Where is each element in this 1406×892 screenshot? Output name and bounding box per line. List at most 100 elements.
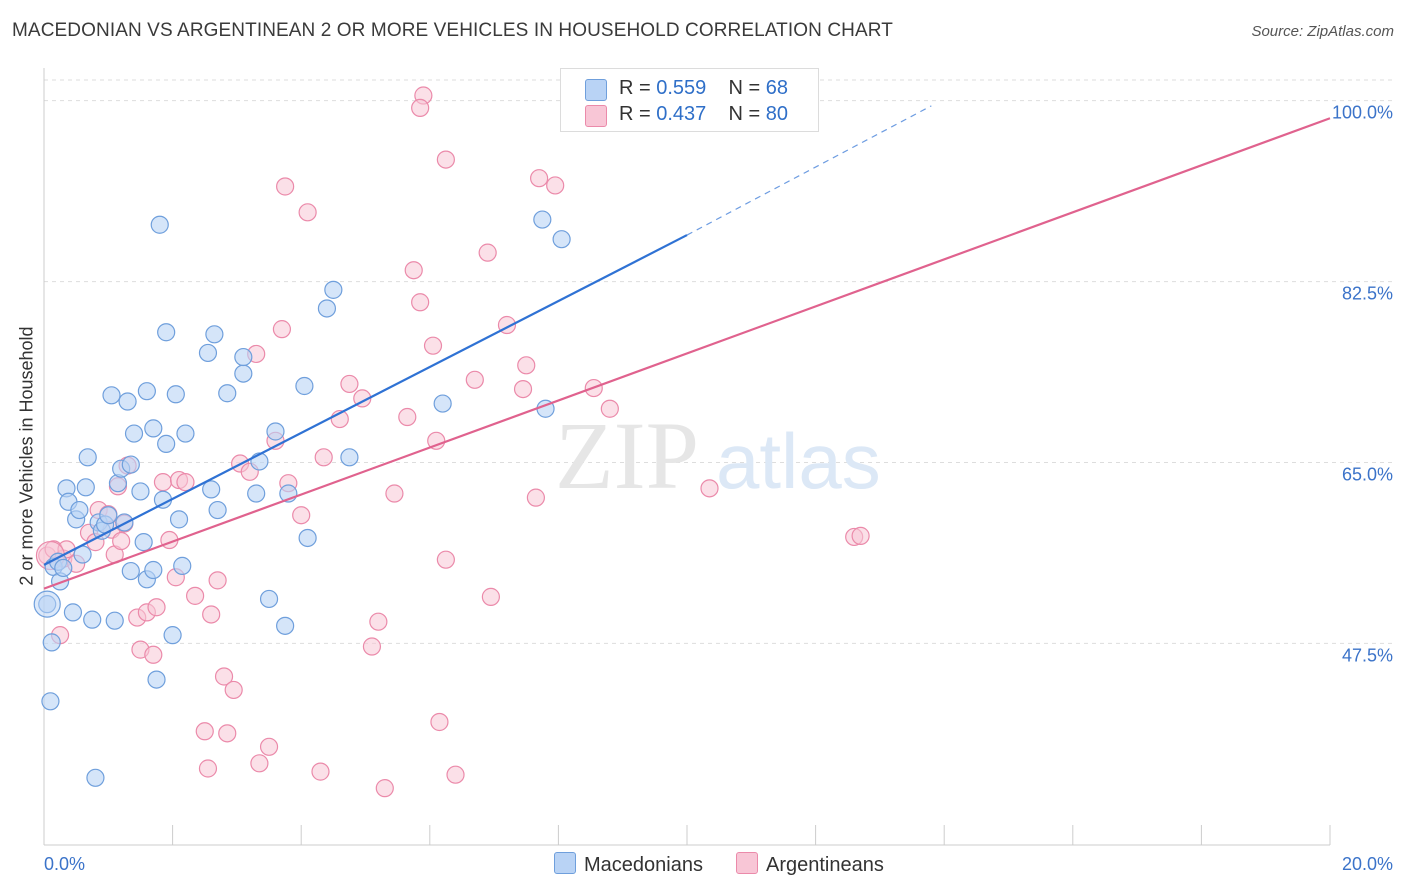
x-tick-label: 0.0% <box>44 854 85 874</box>
argentinean-point <box>298 203 317 222</box>
watermark: ZIP atlas <box>555 402 881 509</box>
argentinean-point <box>398 407 417 427</box>
argentinean-point <box>600 399 619 418</box>
argentinean-point <box>250 754 269 773</box>
trend-lines <box>43 105 1331 590</box>
argentinean-point <box>375 779 394 798</box>
argentinean-r-value: 0.437 <box>656 103 707 125</box>
macedonian-point <box>295 376 314 396</box>
argentinean-swatch <box>585 105 607 127</box>
macedonian-point <box>247 484 266 503</box>
macedonian-point <box>259 589 279 609</box>
argentinean-point <box>411 98 430 118</box>
watermark-atlas: atlas <box>716 417 881 505</box>
macedonian-point <box>173 556 192 575</box>
legend-label-argentineans: Argentineans <box>766 854 884 876</box>
macedonian-point <box>157 434 176 453</box>
y-tick-label: 100.0% <box>1332 103 1393 123</box>
argentinean-point <box>198 759 218 778</box>
argentinean-point <box>513 380 533 399</box>
argentinean-point <box>478 243 497 262</box>
macedonian-point <box>99 506 118 525</box>
macedonian-point <box>208 500 227 520</box>
argentinean-point <box>292 506 311 525</box>
macedonian-point <box>83 610 102 629</box>
tick-labels: 47.5% 65.0% 82.5% 100.0% 0.0% 20.0% <box>44 103 1393 874</box>
macedonian-point <box>147 670 166 689</box>
argentinean-point <box>214 667 234 686</box>
macedonian-point <box>166 385 185 404</box>
macedonian-point <box>134 533 153 552</box>
argentinean-point <box>526 488 545 507</box>
y-tick-label: 47.5% <box>1342 645 1393 665</box>
argentinean-point <box>147 598 166 617</box>
macedonian-point <box>63 603 83 622</box>
argentinean-point <box>423 336 443 355</box>
legend-item-macedonians: Macedonians <box>554 852 703 877</box>
argentinean-point <box>530 169 549 188</box>
argentinean-point <box>369 612 388 631</box>
macedonian-r-value: 0.559 <box>656 77 707 99</box>
macedonian-point <box>298 528 317 548</box>
macedonian-point <box>324 280 343 299</box>
argentinean-points <box>35 72 870 798</box>
macedonian-point <box>198 343 218 363</box>
macedonian-point <box>121 455 140 474</box>
argentinean-point <box>430 712 449 732</box>
r-label: R = <box>619 103 651 125</box>
macedonian-point <box>124 424 144 443</box>
macedonian-point <box>76 478 95 497</box>
argentineans-swatch <box>736 852 758 874</box>
axes <box>43 68 1331 846</box>
macedonian-point <box>176 424 195 443</box>
argentinean-point <box>340 374 359 394</box>
argentinean-point <box>276 177 295 196</box>
macedonian-point <box>41 692 60 711</box>
macedonian-point <box>102 386 121 405</box>
macedonian-point <box>234 364 253 383</box>
n-label: N = <box>728 103 761 125</box>
argentinean-point <box>224 680 243 700</box>
macedonian-point <box>276 616 295 635</box>
argentinean-point <box>465 370 484 389</box>
macedonian-point <box>78 448 97 467</box>
macedonian-point <box>105 611 124 630</box>
argentinean-point <box>517 356 536 375</box>
macedonian-point <box>42 633 61 652</box>
argentinean-point <box>208 571 227 590</box>
argentinean-point <box>481 587 500 606</box>
argentinean-point <box>176 473 195 492</box>
macedonian-point <box>131 482 150 501</box>
source-label: Source: ZipAtlas.com <box>1251 23 1394 40</box>
argentinean-point <box>218 724 237 743</box>
y-tick-label: 65.0% <box>1342 465 1393 485</box>
macedonian-point <box>552 230 571 249</box>
macedonian-point <box>118 392 137 411</box>
macedonian-point <box>340 448 359 467</box>
argentinean-point <box>446 765 465 784</box>
macedonian-point <box>144 419 163 438</box>
argentinean-point <box>427 431 446 450</box>
x-tick-label: 20.0% <box>1342 854 1393 874</box>
argentinean-point <box>436 550 455 569</box>
stats-legend: R = 0.559 N = 68 R = 0.437 N = 80 <box>560 68 819 132</box>
argentinean-point <box>411 293 430 312</box>
macedonian-point <box>86 768 105 787</box>
argentinean-point <box>546 176 565 195</box>
macedonian-point <box>137 382 156 401</box>
argentinean-point <box>385 484 404 503</box>
argentinean-point <box>311 762 330 781</box>
argentinean-point <box>144 645 163 664</box>
macedonian-point <box>157 323 176 342</box>
macedonian-point <box>234 347 253 367</box>
macedonian-point <box>163 626 182 645</box>
macedonian-n-value: 68 <box>765 77 789 99</box>
argentinean-point <box>272 320 292 339</box>
watermark-zip: ZIP <box>555 402 699 509</box>
legend-label-macedonians: Macedonians <box>584 854 703 876</box>
argentinean-point <box>112 531 131 551</box>
macedonian-trend-line <box>43 234 688 566</box>
y-tick-label: 82.5% <box>1342 284 1393 304</box>
macedonian-point <box>144 560 163 580</box>
